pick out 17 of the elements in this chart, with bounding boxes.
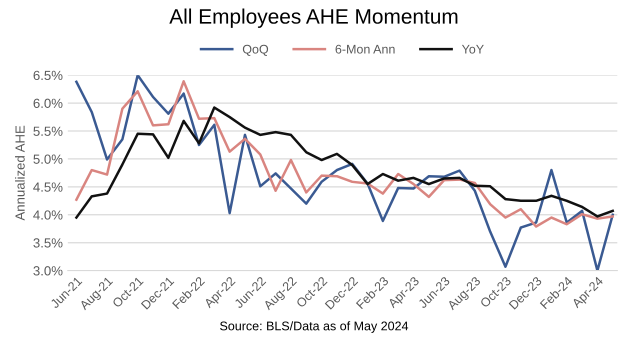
y-tick-label: 4.0%	[33, 210, 62, 220]
y-axis-title: Annualized AHE	[15, 126, 25, 221]
legend-label: YoY	[462, 44, 484, 54]
line-series	[75, 75, 614, 271]
line-series	[75, 106, 614, 219]
y-tick-label: 3.5%	[33, 238, 62, 248]
y-tick-label: 6.0%	[34, 98, 62, 108]
legend-label: QoQ	[242, 44, 268, 56]
y-tick-label: 6.5%	[34, 70, 62, 80]
line-series	[75, 80, 614, 228]
y-tick-label: 4.5%	[33, 182, 62, 192]
chart-title: All Employees AHE Momentum	[169, 8, 458, 28]
legend-label: 6-Mon Ann	[336, 44, 395, 54]
y-tick-label: 5.5%	[33, 126, 62, 136]
y-tick-label: 3.0%	[33, 266, 62, 276]
y-tick-label: 5.0%	[33, 154, 62, 164]
source-note: Source: BLS/Data as of May 2024	[220, 321, 408, 333]
